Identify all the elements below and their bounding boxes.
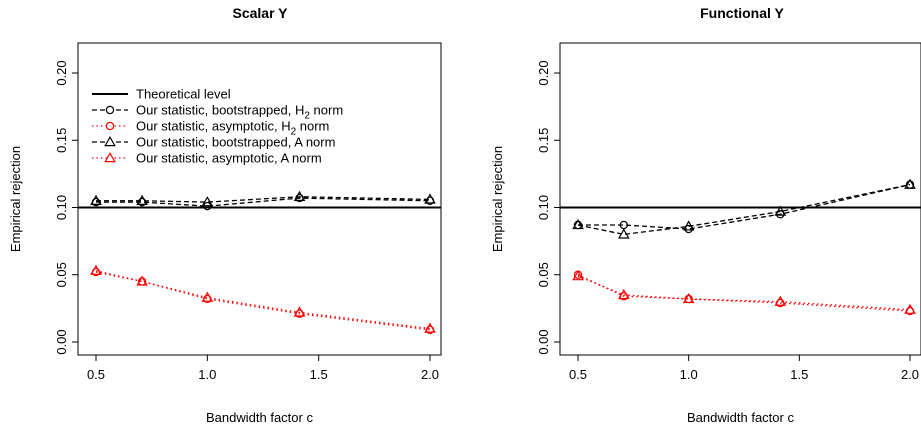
data-point-triangle [617,228,630,239]
y-tick-label: 0.15 [536,128,551,153]
data-point-triangle [774,205,787,216]
chart-title: Functional Y [700,5,784,21]
y-tick-label: 0.20 [536,60,551,85]
y-tick-label: 0.05 [536,262,551,287]
y-tick-label: 0.20 [54,60,69,85]
data-point-triangle [682,292,695,304]
y-axis-label: Empirical rejection [490,146,505,252]
x-tick-label: 1.5 [790,367,808,382]
x-tick-label: 0.5 [569,367,587,382]
data-point-triangle [572,270,584,281]
data-point-triangle [136,194,148,205]
legend-marker-circle [105,121,115,131]
data-point-triangle [424,322,436,333]
legend-marker-triangle [104,135,116,147]
legend-text: Our statistic, bootstrapped, A norm [136,135,335,150]
legend-text: Our statistic, asymptotic, H [136,119,291,134]
data-point-triangle [201,196,214,207]
y-axis-label: Empirical rejection [8,146,23,252]
legend-marker-triangle [104,151,116,163]
series-line [95,270,431,330]
legend-text: Our statistic, asymptotic, A norm [136,151,322,166]
x-tick-label: 2.0 [421,367,439,382]
series-line [577,275,911,311]
data-point-triangle [293,306,306,317]
chart-panel-1: Scalar Y 0.5 1.0 1.5 2.0 0.00 0.05 0.10 0.15 0.20… [8,5,442,425]
legend-label: Our statistic, bootstrapped, A norm [136,135,335,150]
data-point-triangle [201,291,214,302]
x-tick-label: 1.0 [680,367,698,382]
legend-label: Theoretical level [136,87,231,102]
data-point-triangle [774,295,787,306]
y-tick-label: 0.00 [536,329,551,354]
chart-title: Scalar Y [232,5,288,21]
legend-label: Our statistic, asymptotic, A norm [136,151,322,166]
x-axis-label: Bandwidth factor c [687,410,794,425]
data-point-triangle [904,303,916,314]
legend-text: Theoretical level [136,87,231,102]
plot-frame [77,42,442,356]
chart-panel-2: Functional Y 0.5 1.0 1.5 2.0 0.00 0.05 0.10 0.15… [490,5,921,425]
legend-label: Our statistic, bootstrapped, H2 norm [136,103,343,122]
series-line [577,183,911,236]
data-point-triangle [682,220,695,231]
x-tick-label: 0.5 [87,367,105,382]
legend-label: Our statistic, asymptotic, H2 norm [136,119,329,138]
legend-subscript: 2 [304,111,310,122]
data-point-triangle [90,264,102,275]
y-tick-label: 0.00 [54,329,69,354]
data-point-triangle [572,218,584,230]
data-point-triangle [293,190,306,201]
legend-subscript: 2 [291,127,297,138]
series-line [577,274,911,312]
x-axis-label: Bandwidth factor c [206,410,313,425]
data-point-triangle [136,275,148,286]
legend-text-tail: norm [310,103,343,118]
legend-text-tail: norm [296,119,329,134]
x-tick-label: 2.0 [901,367,919,382]
y-tick-label: 0.10 [536,195,551,220]
y-tick-label: 0.10 [54,195,69,220]
x-tick-label: 1.5 [310,367,328,382]
legend-marker-circle [105,105,115,115]
data-point-triangle [904,178,916,189]
y-tick-label: 0.15 [54,128,69,153]
data-point-triangle [424,193,436,204]
data-point-triangle [617,288,630,300]
x-tick-label: 1.0 [198,367,216,382]
data-point-triangle [90,194,102,205]
plot-frame [559,42,921,356]
legend-text: Our statistic, bootstrapped, H [136,103,304,118]
y-tick-label: 0.05 [54,262,69,287]
